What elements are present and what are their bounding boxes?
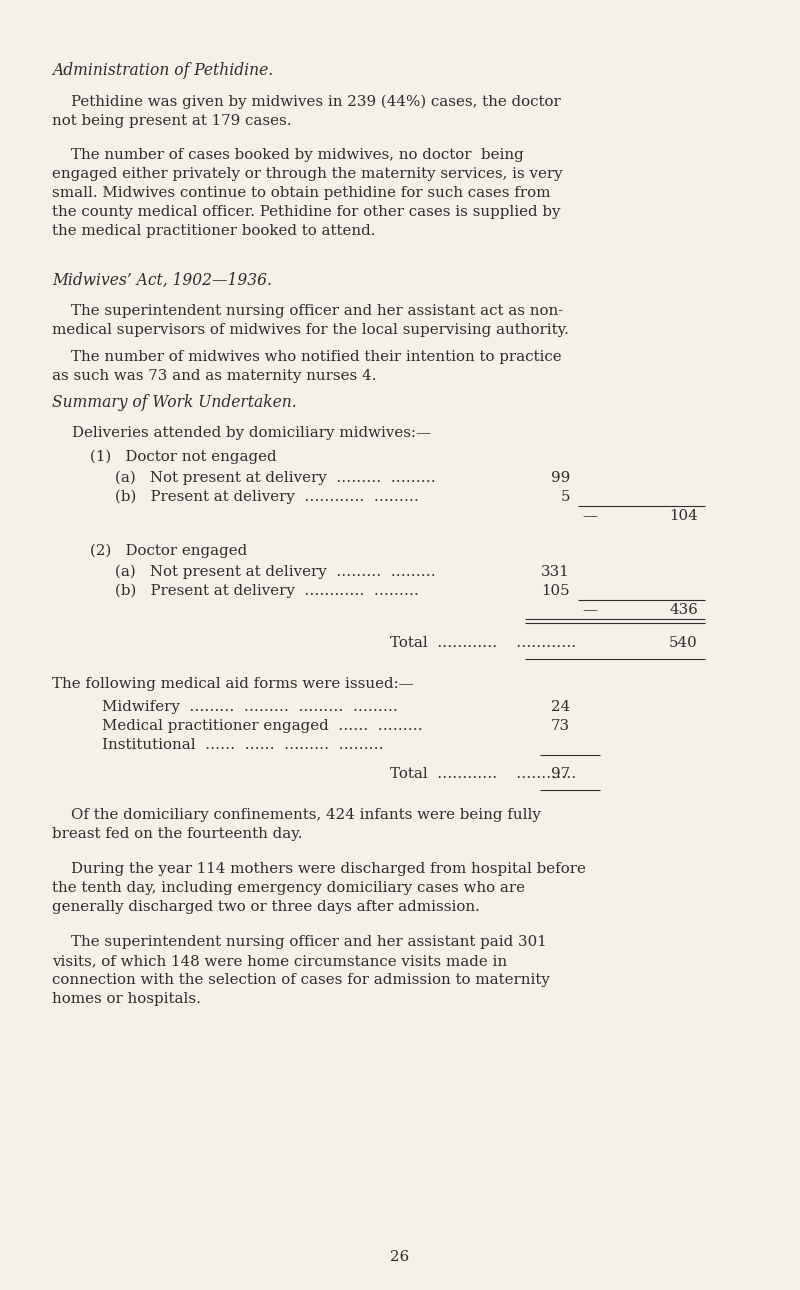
Text: Pethidine was given by midwives in 239 (44%) cases, the doctor: Pethidine was given by midwives in 239 (… bbox=[52, 95, 561, 110]
Text: (1)   Doctor not engaged: (1) Doctor not engaged bbox=[90, 450, 277, 464]
Text: Institutional  ……  ……  ………  ………: Institutional …… …… ……… ……… bbox=[102, 738, 384, 752]
Text: small. Midwives continue to obtain pethidine for such cases from: small. Midwives continue to obtain pethi… bbox=[52, 186, 550, 200]
Text: visits, of which 148 were home circumstance visits made in: visits, of which 148 were home circumsta… bbox=[52, 955, 507, 968]
Text: as such was 73 and as maternity nurses 4.: as such was 73 and as maternity nurses 4… bbox=[52, 369, 376, 383]
Text: 104: 104 bbox=[670, 510, 698, 522]
Text: (2)   Doctor engaged: (2) Doctor engaged bbox=[90, 544, 247, 559]
Text: not being present at 179 cases.: not being present at 179 cases. bbox=[52, 114, 291, 128]
Text: the tenth day, including emergency domiciliary cases who are: the tenth day, including emergency domic… bbox=[52, 881, 525, 895]
Text: Deliveries attended by domiciliary midwives:—: Deliveries attended by domiciliary midwi… bbox=[72, 426, 431, 440]
Text: The superintendent nursing officer and her assistant paid 301: The superintendent nursing officer and h… bbox=[52, 935, 546, 949]
Text: During the year 114 mothers were discharged from hospital before: During the year 114 mothers were dischar… bbox=[52, 862, 586, 876]
Text: Summary of Work Undertaken.: Summary of Work Undertaken. bbox=[52, 393, 297, 412]
Text: connection with the selection of cases for admission to maternity: connection with the selection of cases f… bbox=[52, 973, 550, 987]
Text: The following medical aid forms were issued:—: The following medical aid forms were iss… bbox=[52, 677, 414, 691]
Text: The number of cases booked by midwives, no doctor  being: The number of cases booked by midwives, … bbox=[52, 148, 524, 163]
Text: 97: 97 bbox=[551, 768, 570, 780]
Text: Midwives’ Act, 1902—1936.: Midwives’ Act, 1902—1936. bbox=[52, 272, 272, 289]
Text: Administration of Pethidine.: Administration of Pethidine. bbox=[52, 62, 273, 79]
Text: (b)   Present at delivery  …………  ………: (b) Present at delivery ………… ……… bbox=[115, 584, 419, 599]
Text: the county medical officer. Pethidine for other cases is supplied by: the county medical officer. Pethidine fo… bbox=[52, 205, 561, 219]
Text: 5: 5 bbox=[561, 490, 570, 504]
Text: The number of midwives who notified their intention to practice: The number of midwives who notified thei… bbox=[52, 350, 562, 364]
Text: 105: 105 bbox=[542, 584, 570, 599]
Text: Medical practitioner engaged  ……  ………: Medical practitioner engaged …… ……… bbox=[102, 719, 422, 733]
Text: homes or hospitals.: homes or hospitals. bbox=[52, 992, 201, 1006]
Text: engaged either privately or through the maternity services, is very: engaged either privately or through the … bbox=[52, 166, 562, 181]
Text: breast fed on the fourteenth day.: breast fed on the fourteenth day. bbox=[52, 827, 302, 841]
Text: 24: 24 bbox=[550, 700, 570, 713]
Text: 436: 436 bbox=[669, 602, 698, 617]
Text: Midwifery  ………  ………  ………  ………: Midwifery ……… ……… ……… ……… bbox=[102, 700, 398, 713]
Text: 540: 540 bbox=[670, 636, 698, 650]
Text: —: — bbox=[582, 602, 597, 617]
Text: (a)   Not present at delivery  ………  ………: (a) Not present at delivery ……… ……… bbox=[115, 565, 436, 579]
Text: medical supervisors of midwives for the local supervising authority.: medical supervisors of midwives for the … bbox=[52, 322, 569, 337]
Text: the medical practitioner booked to attend.: the medical practitioner booked to atten… bbox=[52, 224, 375, 237]
Text: 331: 331 bbox=[542, 565, 570, 579]
Text: 99: 99 bbox=[550, 471, 570, 485]
Text: (a)   Not present at delivery  ………  ………: (a) Not present at delivery ……… ……… bbox=[115, 471, 436, 485]
Text: 26: 26 bbox=[390, 1250, 410, 1264]
Text: Of the domiciliary confinements, 424 infants were being fully: Of the domiciliary confinements, 424 inf… bbox=[52, 808, 541, 822]
Text: Total  …………    …………: Total ………… ………… bbox=[390, 636, 576, 650]
Text: —: — bbox=[582, 510, 597, 522]
Text: generally discharged two or three days after admission.: generally discharged two or three days a… bbox=[52, 900, 480, 915]
Text: 73: 73 bbox=[551, 719, 570, 733]
Text: Total  …………    …………: Total ………… ………… bbox=[390, 768, 576, 780]
Text: The superintendent nursing officer and her assistant act as non-: The superintendent nursing officer and h… bbox=[52, 304, 563, 319]
Text: (b)   Present at delivery  …………  ………: (b) Present at delivery ………… ……… bbox=[115, 490, 419, 504]
